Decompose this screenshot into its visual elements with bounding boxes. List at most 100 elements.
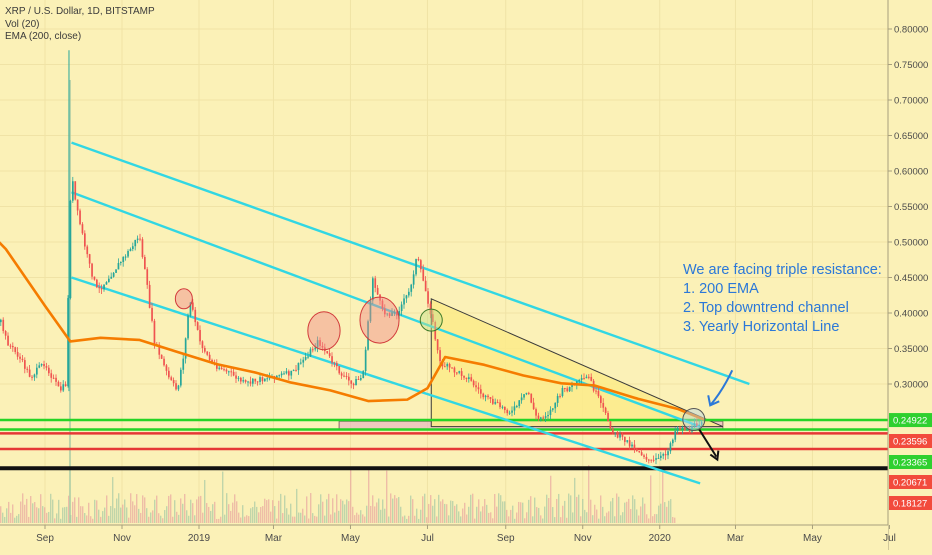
volume-bar bbox=[114, 508, 116, 523]
volume-bar bbox=[274, 506, 276, 523]
volume-bar bbox=[44, 507, 46, 523]
candle-body bbox=[175, 383, 177, 390]
y-tick-label: 0.55000 bbox=[894, 202, 928, 213]
volume-bar bbox=[618, 496, 620, 523]
candle-body bbox=[326, 351, 329, 354]
candle-body bbox=[549, 409, 552, 415]
volume-bar bbox=[98, 509, 100, 523]
volume-bar bbox=[384, 508, 386, 523]
volume-bar bbox=[646, 514, 648, 523]
candle-body bbox=[98, 287, 101, 289]
volume-bar bbox=[20, 501, 22, 523]
volume-bar bbox=[32, 503, 34, 523]
candle-body bbox=[141, 239, 144, 258]
volume-bar bbox=[150, 512, 152, 523]
volume-bar bbox=[326, 499, 328, 523]
volume-bar bbox=[116, 498, 118, 523]
volume-bar bbox=[464, 502, 466, 523]
candle-body bbox=[187, 315, 189, 339]
volume-bar bbox=[434, 499, 436, 523]
volume-bar bbox=[546, 494, 548, 523]
volume-bar bbox=[460, 516, 462, 523]
candle-body bbox=[120, 262, 122, 264]
candle-body bbox=[52, 377, 55, 379]
candle-body bbox=[643, 455, 645, 457]
volume-bar bbox=[272, 500, 274, 523]
volume-bar bbox=[514, 518, 516, 523]
legend-ema: EMA (200, close) bbox=[5, 31, 82, 42]
candle-body bbox=[400, 304, 403, 312]
candle-body bbox=[681, 427, 684, 430]
volume-bar bbox=[632, 495, 634, 523]
candle-body bbox=[480, 389, 482, 394]
volume-bar bbox=[24, 504, 26, 523]
candle-body bbox=[0, 319, 2, 323]
volume-bar bbox=[16, 515, 18, 523]
candle-body bbox=[638, 450, 641, 453]
volume-bar bbox=[588, 465, 590, 523]
candle-body bbox=[100, 288, 103, 290]
y-tick-label: 0.45000 bbox=[894, 273, 928, 284]
candle-body bbox=[477, 387, 480, 390]
candle-body bbox=[386, 313, 389, 315]
volume-bar bbox=[308, 518, 310, 523]
volume-bar bbox=[10, 512, 12, 523]
candle-body bbox=[21, 358, 24, 361]
volume-bar bbox=[88, 502, 90, 523]
candle-body bbox=[684, 427, 686, 431]
volume-bar bbox=[350, 468, 352, 523]
volume-bar bbox=[586, 512, 588, 523]
legend-symbol: XRP / U.S. Dollar, 1D, BITSTAMP bbox=[5, 6, 155, 17]
price-label-box bbox=[889, 434, 932, 448]
volume-bar bbox=[468, 506, 470, 523]
volume-bar bbox=[424, 493, 426, 523]
volume-bar bbox=[466, 514, 468, 523]
candle-body bbox=[568, 386, 571, 392]
candle-body bbox=[403, 298, 405, 305]
volume-bar bbox=[536, 507, 538, 523]
candle-body bbox=[417, 259, 420, 261]
candle-body bbox=[96, 279, 98, 288]
candle-body bbox=[415, 259, 417, 275]
volume-bar bbox=[180, 498, 182, 523]
candle-body bbox=[672, 439, 674, 444]
candle-body bbox=[148, 284, 151, 308]
candle-body bbox=[633, 444, 636, 450]
volume-bar bbox=[40, 494, 42, 523]
volume-bar bbox=[222, 471, 224, 523]
volume-bar bbox=[174, 500, 176, 523]
candle-body bbox=[144, 257, 146, 270]
volume-bar bbox=[522, 502, 524, 523]
volume-bar bbox=[602, 506, 604, 523]
candle-body bbox=[333, 362, 336, 364]
volume-bar bbox=[206, 503, 208, 523]
candle-body bbox=[139, 238, 141, 240]
volume-bar bbox=[218, 518, 220, 523]
candle-body bbox=[612, 428, 614, 433]
candle-body bbox=[369, 300, 372, 322]
candle-body bbox=[583, 378, 585, 380]
candle-body bbox=[520, 397, 523, 401]
volume-bar bbox=[252, 507, 254, 523]
candle-body bbox=[204, 347, 206, 352]
volume-bar bbox=[502, 501, 504, 523]
candle-body bbox=[662, 454, 665, 456]
volume-bar bbox=[352, 506, 354, 523]
candle-body bbox=[211, 359, 213, 363]
volume-bar bbox=[232, 502, 234, 523]
candle-body bbox=[290, 370, 293, 376]
volume-bar bbox=[148, 516, 150, 523]
candle-body bbox=[700, 422, 703, 425]
volume-bar bbox=[8, 501, 10, 523]
volume-bar bbox=[550, 475, 552, 523]
volume-bar bbox=[510, 509, 512, 523]
x-tick-label: Sep bbox=[497, 533, 515, 544]
highlight-circle-green bbox=[419, 308, 443, 332]
volume-bar bbox=[334, 512, 336, 523]
volume-bar bbox=[470, 494, 472, 523]
candle-body bbox=[256, 381, 259, 383]
volume-bar bbox=[576, 496, 578, 523]
volume-bar bbox=[198, 496, 200, 523]
